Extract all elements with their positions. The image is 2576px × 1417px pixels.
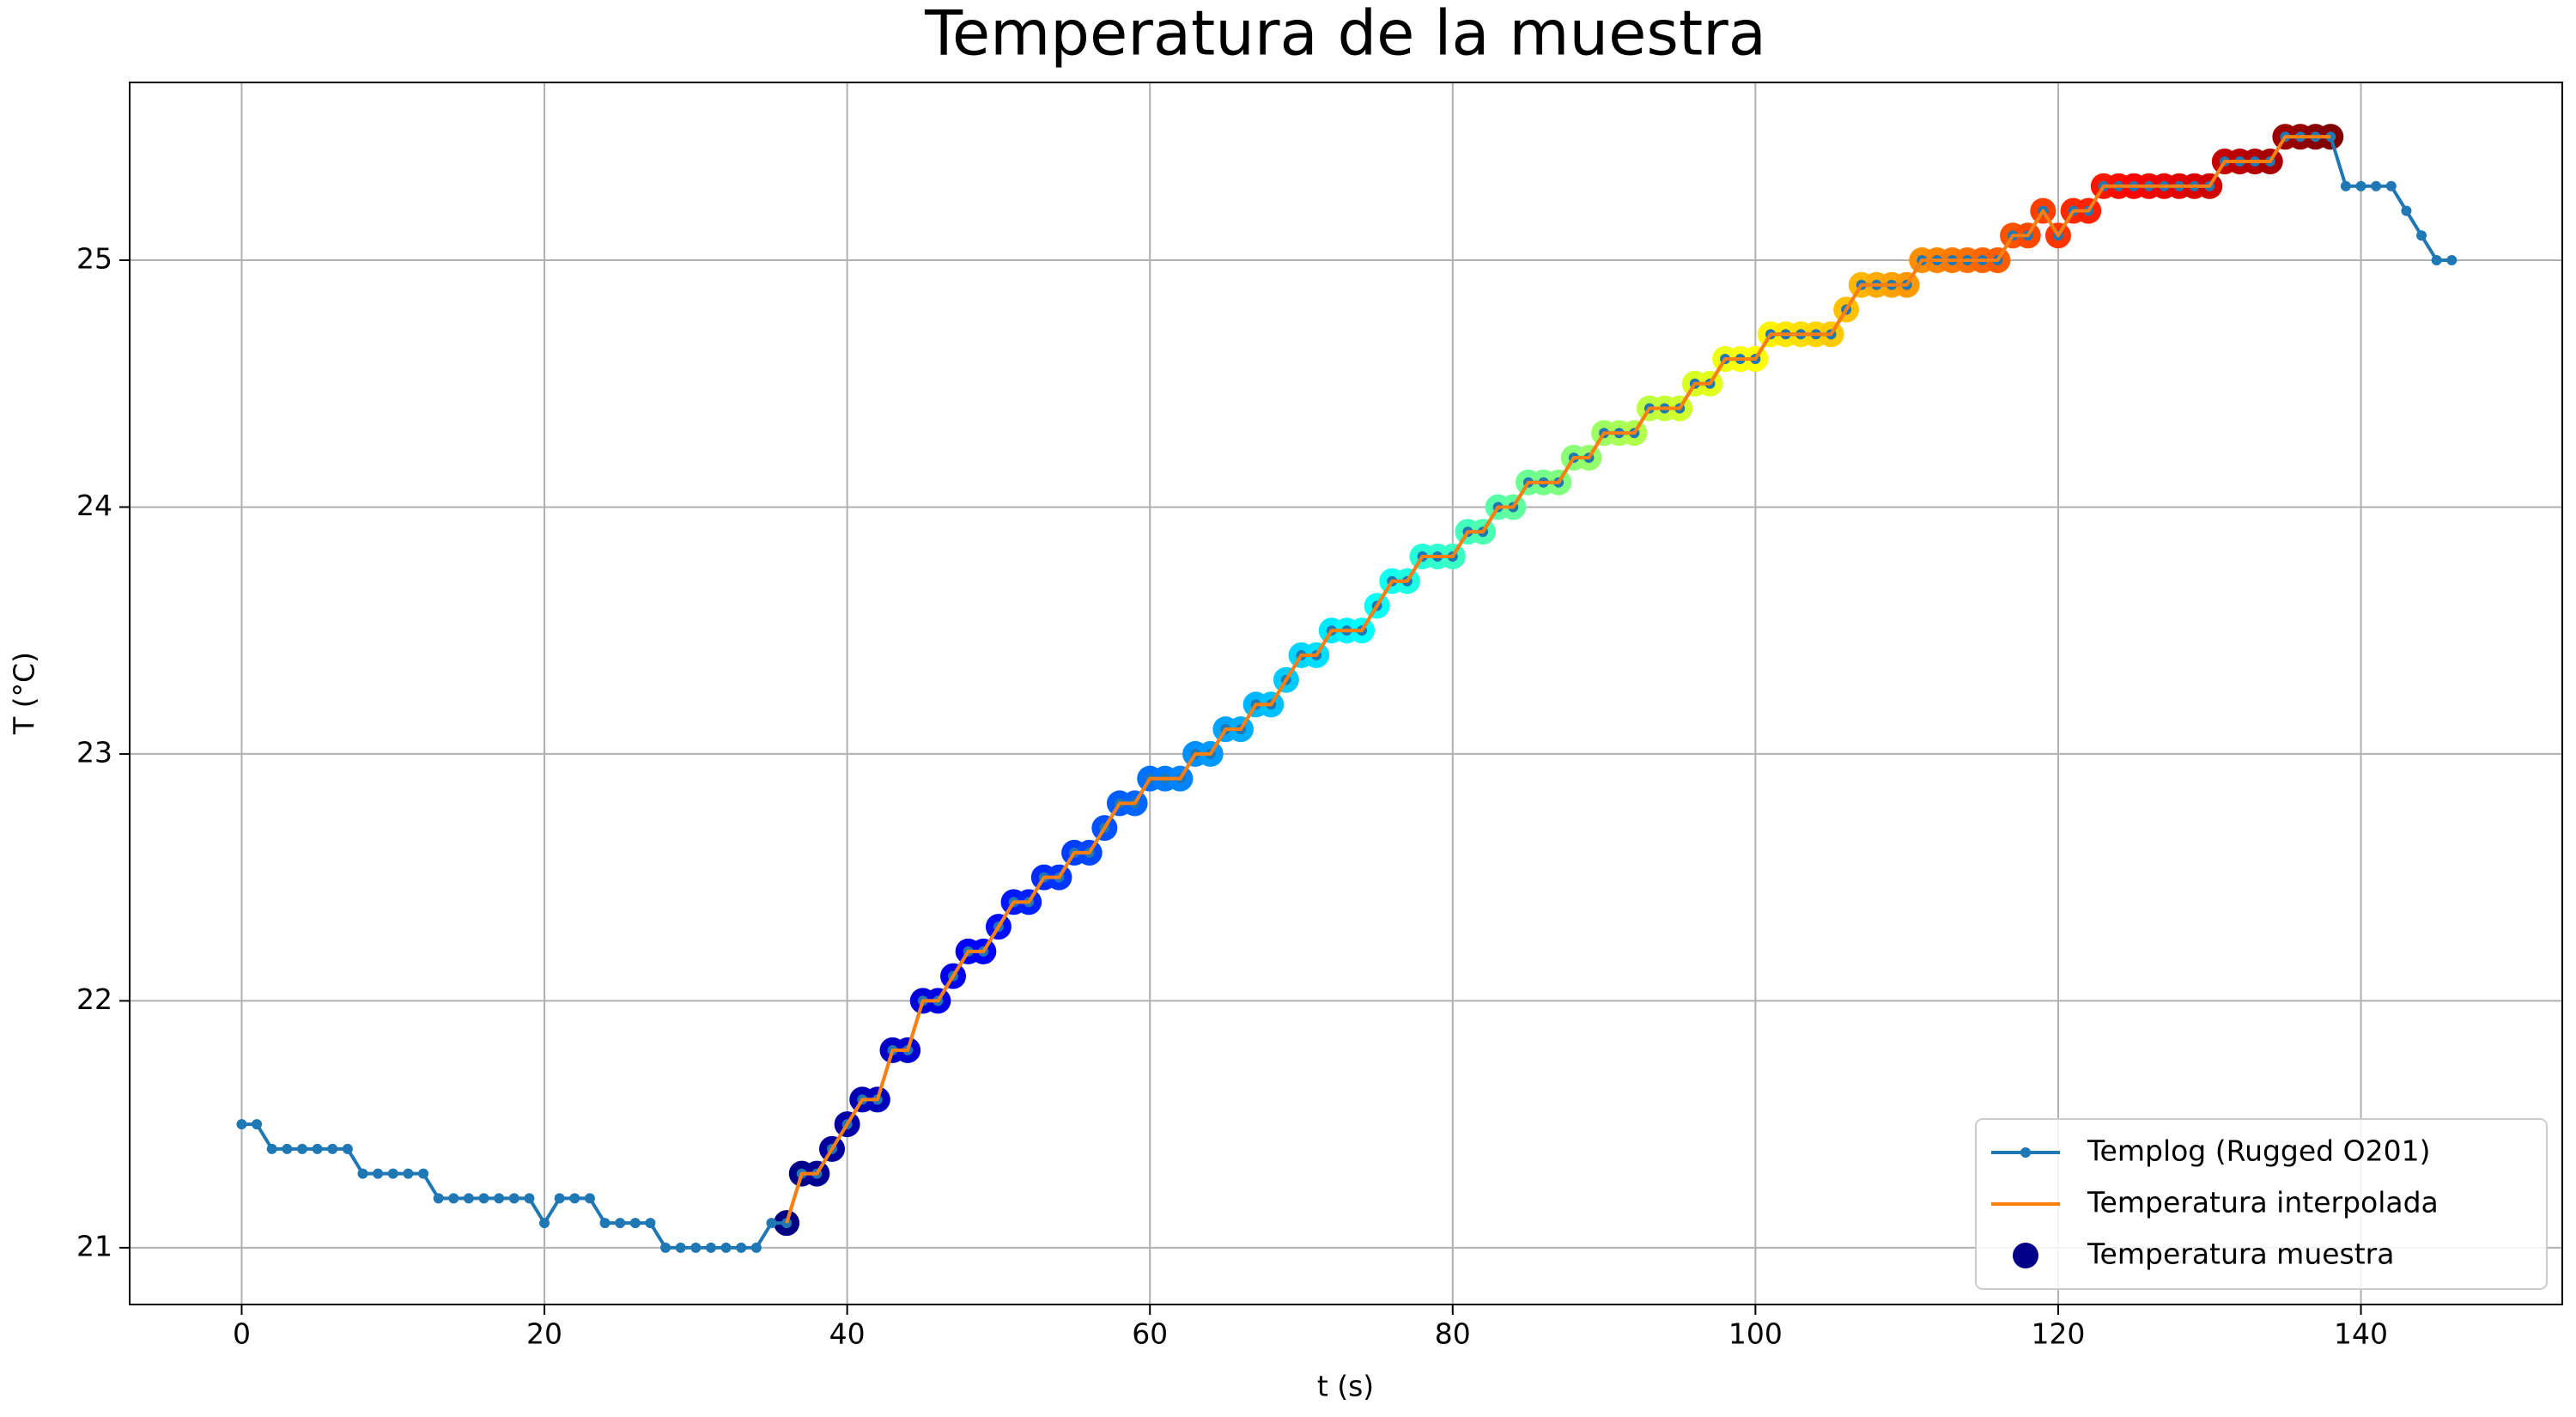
line-marker (236, 1119, 247, 1130)
chart-title: Temperatura de la muestra (924, 0, 1766, 70)
line-marker (2431, 254, 2442, 265)
line-marker (418, 1168, 429, 1179)
legend-label: Temperatura interpolada (2087, 1186, 2439, 1219)
line-marker (690, 1242, 702, 1253)
y-tick-label: 24 (76, 489, 112, 522)
line-marker (2385, 180, 2397, 192)
x-tick-label: 40 (829, 1317, 866, 1351)
line-marker (629, 1218, 641, 1229)
x-tick-label: 0 (233, 1317, 251, 1351)
line-marker (296, 1143, 307, 1154)
y-tick-label: 23 (76, 735, 112, 769)
y-tick-label: 22 (76, 982, 112, 1016)
line-marker (2371, 180, 2382, 192)
line-marker (448, 1193, 459, 1204)
x-axis-label: t (s) (1317, 1370, 1374, 1403)
line-marker (312, 1143, 323, 1154)
line-marker (403, 1168, 414, 1179)
y-tick-label: 21 (76, 1229, 112, 1262)
legend-label: Templog (Rugged O201) (2087, 1134, 2430, 1168)
line-marker (569, 1193, 580, 1204)
line-marker (736, 1242, 747, 1253)
line-marker (327, 1143, 338, 1154)
line-marker (357, 1168, 368, 1179)
line-marker (599, 1218, 611, 1229)
plot-frame (129, 82, 2563, 1305)
x-tick-label: 60 (1132, 1317, 1168, 1351)
y-tick-label: 25 (76, 241, 112, 275)
line-marker (387, 1168, 398, 1179)
line-marker (2401, 205, 2412, 216)
x-tick-label: 140 (2334, 1317, 2388, 1351)
legend-swatch (2013, 1243, 2038, 1268)
line-marker (342, 1143, 353, 1154)
line-marker (660, 1242, 671, 1253)
line-marker (508, 1193, 519, 1204)
legend-label: Temperatura muestra (2087, 1238, 2394, 1271)
line-marker (720, 1242, 732, 1253)
legend-box (1975, 1118, 2548, 1290)
line-marker (554, 1193, 565, 1204)
line (241, 135, 2452, 1250)
line-marker (539, 1218, 550, 1229)
x-tick-label: 100 (1728, 1317, 1783, 1351)
line-marker (705, 1242, 716, 1253)
line-marker (675, 1242, 686, 1253)
y-axis-label: T (°C) (8, 652, 41, 735)
x-tick-label: 20 (526, 1317, 562, 1351)
line-marker (463, 1193, 474, 1204)
line-marker (2340, 180, 2351, 192)
line-marker (494, 1193, 505, 1204)
line-marker (2355, 180, 2366, 192)
x-tick-label: 120 (2031, 1317, 2085, 1351)
line (785, 135, 2331, 1224)
line-marker (2416, 230, 2427, 241)
line-marker (766, 1218, 777, 1229)
line-marker (373, 1168, 384, 1179)
line-marker (524, 1193, 535, 1204)
line-marker (645, 1218, 656, 1229)
line-marker (266, 1143, 277, 1154)
line-marker (478, 1193, 489, 1204)
line-marker (282, 1143, 293, 1154)
legend-swatch (2020, 1147, 2031, 1158)
line-marker (2446, 254, 2458, 265)
line-marker (433, 1193, 444, 1204)
line-marker (252, 1119, 263, 1130)
x-tick-label: 80 (1435, 1317, 1471, 1351)
line-marker (615, 1218, 626, 1229)
line-marker (584, 1193, 595, 1204)
line-marker (750, 1242, 762, 1253)
